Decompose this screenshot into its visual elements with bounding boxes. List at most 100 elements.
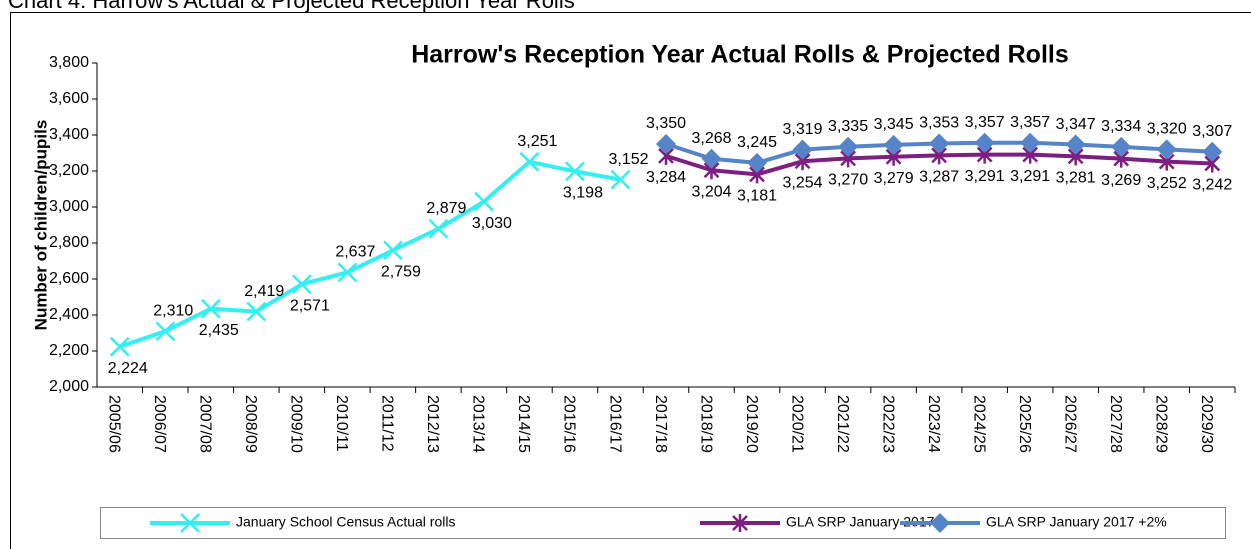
marker — [701, 148, 722, 169]
marker — [565, 161, 585, 182]
data-label: 3,291 — [965, 168, 1005, 185]
marker — [792, 139, 813, 160]
x-tick-label: 2012/13 — [424, 395, 441, 453]
data-label: 3,307 — [1192, 123, 1232, 140]
x-tick-label: 2026/27 — [1061, 395, 1078, 453]
data-label: 3,254 — [783, 174, 823, 191]
y-tick-label: 3,600 — [49, 90, 89, 107]
caption: Chart 4: Harrow's Actual & Projected Rec… — [8, 0, 575, 13]
data-label: 3,320 — [1147, 121, 1187, 138]
data-label: 3,287 — [919, 169, 959, 186]
y-tick-label: 3,000 — [49, 198, 89, 215]
data-label: 3,245 — [737, 134, 777, 151]
x-tick-label: 2007/08 — [197, 395, 214, 453]
marker — [180, 513, 200, 533]
x-tick-label: 2018/19 — [697, 395, 714, 453]
data-label: 3,270 — [828, 172, 868, 189]
marker — [246, 301, 267, 322]
x-tick-label: 2020/21 — [788, 395, 805, 453]
marker — [474, 191, 494, 212]
data-label: 2,419 — [244, 283, 284, 300]
data-label: 3,335 — [828, 118, 868, 135]
marker — [656, 134, 676, 154]
data-label: 3,181 — [737, 188, 777, 205]
chart-title: Harrow's Reception Year Actual Rolls & P… — [411, 41, 1069, 69]
legend-label: GLA SRP January 2017 — [786, 514, 935, 530]
data-label: 3,345 — [874, 116, 914, 133]
x-tick-label: 2006/07 — [151, 395, 168, 453]
y-tick-label: 2,600 — [49, 270, 89, 287]
x-tick-label: 2011/12 — [379, 395, 396, 452]
x-tick-label: 2029/30 — [1198, 395, 1215, 453]
data-label: 3,251 — [517, 133, 557, 150]
y-tick-label: 2,800 — [49, 234, 89, 251]
data-label: 2,224 — [108, 360, 148, 377]
marker — [610, 169, 631, 190]
x-tick-label: 2015/16 — [561, 395, 578, 453]
x-tick-label: 2027/28 — [1107, 395, 1124, 453]
legend-box — [100, 507, 1226, 539]
y-tick-label: 3,800 — [49, 54, 89, 71]
x-tick-label: 2025/26 — [1016, 395, 1033, 453]
marker — [732, 514, 748, 532]
legend-label: January School Census Actual rolls — [236, 514, 455, 530]
x-tick-label: 2017/18 — [652, 395, 669, 453]
marker — [930, 513, 950, 533]
marker — [1065, 134, 1086, 155]
marker — [1156, 139, 1177, 160]
series-line — [119, 159, 621, 349]
x-tick-label: 2024/25 — [970, 395, 987, 453]
data-label: 2,759 — [381, 264, 421, 281]
marker — [747, 152, 768, 173]
data-label: 3,347 — [1056, 116, 1096, 133]
x-tick-label: 2008/09 — [242, 395, 259, 453]
x-tick-label: 2028/29 — [1152, 395, 1169, 453]
data-label: 2,879 — [426, 200, 466, 217]
data-label: 3,204 — [691, 183, 731, 200]
data-label: 2,435 — [199, 322, 239, 339]
marker — [109, 336, 130, 357]
marker — [291, 274, 312, 295]
data-label: 3,353 — [919, 115, 959, 132]
marker — [929, 133, 950, 154]
x-tick-label: 2009/10 — [288, 395, 305, 453]
x-tick-label: 2013/14 — [470, 395, 487, 453]
marker — [337, 262, 358, 283]
marker — [1020, 132, 1041, 153]
data-label: 3,334 — [1101, 118, 1141, 135]
data-label: 3,350 — [646, 115, 686, 132]
marker — [428, 218, 449, 239]
data-label: 3,281 — [1056, 170, 1096, 187]
y-tick-label: 3,400 — [49, 126, 89, 143]
y-tick-label: 2,400 — [49, 306, 89, 323]
marker — [155, 321, 176, 342]
data-label: 3,279 — [874, 170, 914, 187]
marker — [1111, 136, 1132, 157]
data-label: 3,269 — [1101, 172, 1141, 189]
data-label: 3,030 — [472, 215, 512, 232]
y-tick-label: 2,000 — [49, 378, 89, 395]
data-label: 3,291 — [1010, 168, 1050, 185]
data-label: 2,637 — [335, 244, 375, 261]
x-tick-label: 2021/22 — [834, 395, 851, 453]
data-label: 3,152 — [608, 151, 648, 168]
data-label: 2,571 — [290, 297, 330, 314]
marker — [974, 132, 995, 153]
x-tick-label: 2005/06 — [106, 395, 123, 453]
data-label: 3,357 — [965, 114, 1005, 131]
data-label: 3,319 — [783, 121, 823, 138]
y-axis-title: Number of children/pupils — [31, 120, 50, 331]
data-label: 3,242 — [1192, 177, 1232, 194]
data-label: 2,310 — [153, 302, 193, 319]
y-tick-label: 3,200 — [49, 162, 89, 179]
marker — [838, 136, 859, 157]
legend-label: GLA SRP January 2017 +2% — [986, 514, 1167, 530]
x-tick-label: 2016/17 — [606, 395, 623, 453]
x-tick-label: 2023/24 — [925, 395, 942, 453]
marker — [1202, 141, 1223, 162]
x-tick-label: 2019/20 — [743, 395, 760, 453]
data-label: 3,268 — [691, 130, 731, 147]
x-tick-label: 2022/23 — [879, 395, 896, 453]
data-label: 3,252 — [1147, 175, 1187, 192]
